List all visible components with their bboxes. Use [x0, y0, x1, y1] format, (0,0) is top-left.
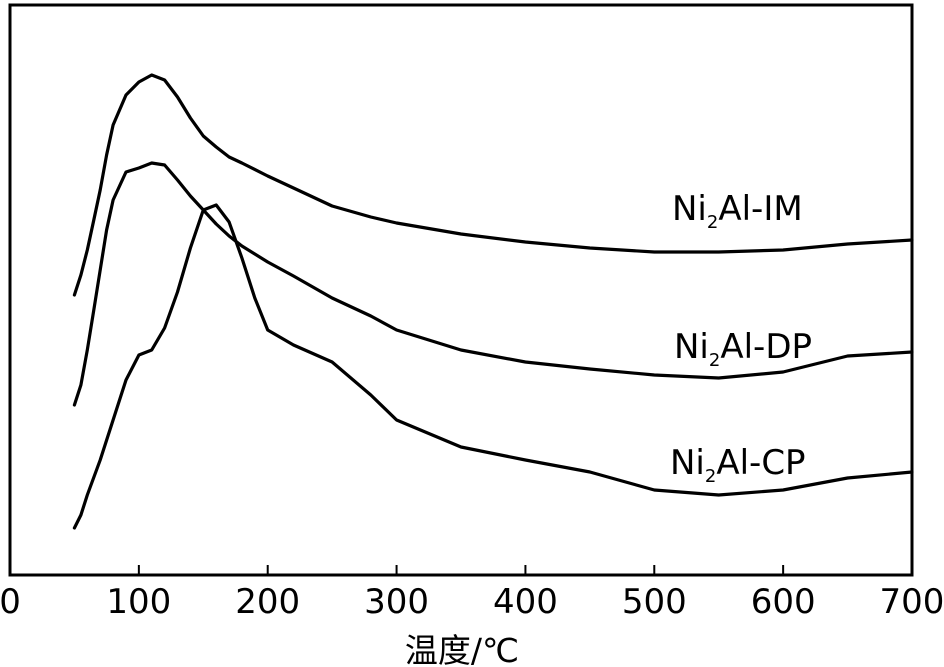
x-tick-label: 400: [493, 582, 558, 622]
series-label-subscript: 2: [707, 212, 718, 233]
x-tick-label: 0: [0, 582, 21, 622]
series-label-subscript: 2: [705, 466, 716, 487]
series-label-0: Ni2Al-IM: [672, 189, 803, 233]
plot-frame: [8, 3, 914, 577]
series-label-rest: Al-IM: [718, 189, 802, 229]
x-tick-label: 200: [235, 582, 300, 622]
x-axis-label: 温度/℃: [405, 631, 519, 667]
series-label-subscript: 2: [709, 350, 720, 371]
x-tick-label: 300: [364, 582, 429, 622]
series-label-main: Ni: [670, 443, 705, 483]
series-line-1: [72, 161, 914, 407]
series-label-rest: Al-DP: [720, 327, 812, 367]
series-label-main: Ni: [674, 327, 709, 367]
series-layer: [72, 73, 914, 530]
series-label-main: Ni: [672, 189, 707, 229]
x-tick-label: 100: [106, 582, 171, 622]
x-tick-label: 600: [751, 582, 816, 622]
series-label-2: Ni2Al-CP: [670, 443, 806, 487]
x-tick-label: 700: [880, 582, 944, 622]
series-label-1: Ni2Al-DP: [674, 327, 812, 371]
x-tick-label: 500: [622, 582, 687, 622]
series-line-0: [72, 73, 914, 297]
x-axis-ticks: 0 100 200 300 400 500 600 700: [0, 565, 944, 622]
series-line-2: [72, 203, 914, 530]
series-label-rest: Al-CP: [716, 443, 805, 483]
